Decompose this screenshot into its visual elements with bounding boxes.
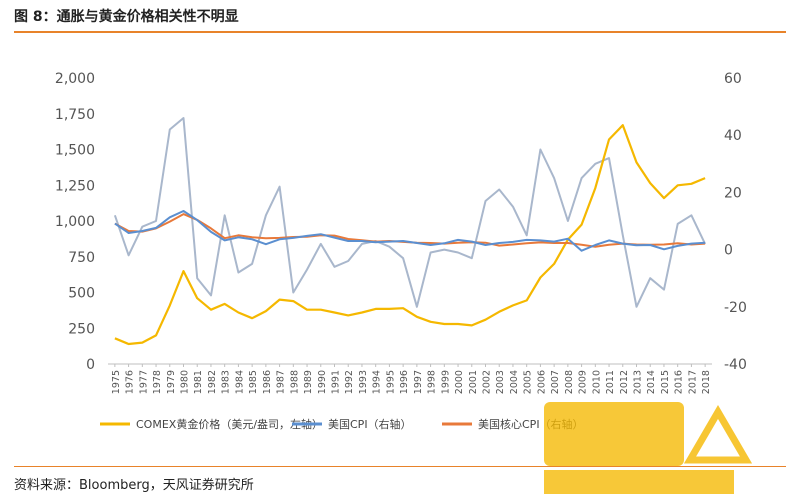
x-tick-label: 1998	[427, 370, 438, 394]
x-tick-label: 1994	[372, 370, 383, 394]
series-line-1	[114, 210, 706, 252]
title-divider	[14, 31, 786, 33]
y-left-tick-label: 750	[68, 250, 95, 266]
x-tick-label: 2006	[536, 370, 547, 394]
y-right-tick-label: 40	[724, 128, 742, 144]
series-line-3	[113, 117, 707, 308]
source-note: 资料来源：Bloomberg，天风证券研究所	[14, 478, 254, 493]
y-left-tick-label: 1,250	[55, 178, 95, 194]
x-tick-label: 1990	[317, 370, 328, 394]
x-tick-label: 2017	[687, 370, 698, 394]
x-tick-label: 2011	[605, 370, 616, 394]
y-right-tick-label: -40	[724, 357, 747, 373]
x-tick-label: 1986	[262, 370, 273, 394]
y-left-tick-label: 2,000	[55, 71, 95, 87]
x-tick-label: 1997	[413, 370, 424, 394]
x-tick-label: 1985	[248, 370, 259, 394]
x-tick-label: 1991	[331, 370, 342, 394]
x-tick-label: 1992	[344, 370, 355, 394]
x-tick-label: 1983	[221, 370, 232, 394]
x-tick-label: 2015	[660, 370, 671, 394]
watermark-logo	[544, 402, 753, 494]
y-right-tick-label: 60	[724, 71, 742, 87]
y-right-tick-label: 20	[724, 185, 742, 201]
x-tick-label: 1977	[138, 370, 149, 394]
legend-label: 美国CPI（右轴）	[328, 417, 412, 431]
x-tick-label: 2005	[523, 370, 534, 394]
chart-title: 图 8：通胀与黄金价格相关性不明显	[14, 9, 239, 25]
series-line-0	[114, 124, 706, 346]
x-tick-label: 2002	[482, 370, 493, 394]
x-tick-label: 2003	[495, 370, 506, 394]
y-right-tick-label: 0	[724, 243, 733, 259]
legend-label: COMEX黄金价格（美元/盎司，左轴）	[136, 417, 323, 431]
y-left-tick-label: 500	[68, 286, 95, 302]
x-tick-label: 2013	[633, 370, 644, 394]
x-tick-label: 2010	[591, 370, 602, 394]
x-tick-label: 2012	[619, 370, 630, 394]
x-tick-label: 2008	[564, 370, 575, 394]
x-tick-label: 2004	[509, 370, 520, 394]
x-tick-label: 2009	[578, 370, 589, 394]
x-tick-label: 1995	[385, 370, 396, 394]
x-tick-label: 1988	[289, 370, 300, 394]
y-left-tick-label: 1,000	[55, 214, 95, 230]
x-tick-label: 1978	[152, 370, 163, 394]
x-tick-label: 1987	[276, 370, 287, 394]
x-tick-label: 2016	[674, 370, 685, 394]
x-tick-label: 1993	[358, 370, 369, 394]
line-chart: 0 250 500 750 1,000 1,250 1,500 1,750 2,000 -40 -2…	[55, 71, 747, 431]
x-tick-label: 1975	[111, 370, 122, 394]
x-tick-label: 2014	[646, 370, 657, 394]
x-tick-label: 1989	[303, 370, 314, 394]
x-tick-label: 1984	[234, 370, 245, 394]
x-tick-label: 1999	[440, 370, 451, 394]
y-right-tick-label: -20	[724, 300, 747, 316]
x-tick-label: 2000	[454, 370, 465, 394]
x-tick-label: 1981	[193, 370, 204, 394]
footer-divider	[14, 466, 786, 467]
x-tick-label: 1996	[399, 370, 410, 394]
y-left-tick-label: 0	[86, 357, 95, 373]
x-tick-label: 1979	[166, 370, 177, 394]
y-left-tick-label: 250	[68, 321, 95, 337]
x-tick-label: 2001	[468, 370, 479, 394]
x-tick-label: 2007	[550, 370, 561, 394]
y-left-tick-label: 1,750	[55, 107, 95, 123]
y-left-tick-label: 1,500	[55, 143, 95, 159]
x-tick-label: 1980	[180, 370, 191, 394]
x-tick-label: 1982	[207, 370, 218, 394]
x-tick-label: 1976	[125, 370, 136, 394]
x-tick-label: 2018	[701, 370, 712, 394]
